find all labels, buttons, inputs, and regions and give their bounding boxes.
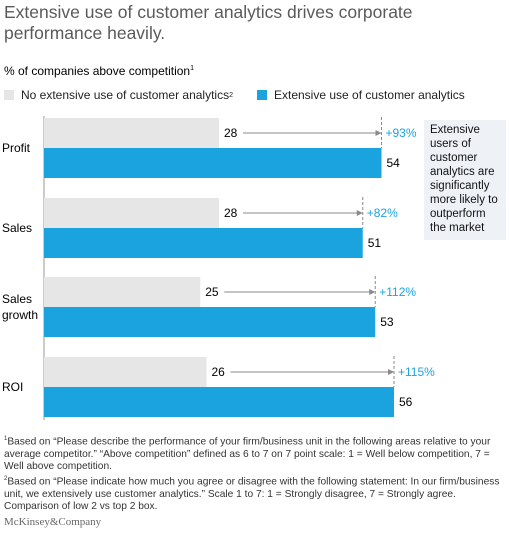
bar-no-extensive-roi — [44, 357, 207, 387]
brand-logo-text: McKinsey&Company — [4, 516, 102, 528]
legend-item-no-extensive: No extensive use of customer analytics 2 — [4, 88, 233, 102]
bar-extensive-sales-growth — [44, 307, 376, 337]
growth-label-sales: +82% — [367, 206, 398, 220]
value-label-no-extensive-roi: 26 — [212, 365, 226, 379]
legend-swatch-grey — [4, 90, 14, 100]
value-label-no-extensive-sales-growth: 25 — [205, 285, 219, 299]
footnote-1-mark: 1 — [4, 436, 8, 442]
growth-arrow-head-sales-growth — [369, 289, 376, 295]
legend-footnote-mark: 2 — [229, 91, 234, 99]
bar-extensive-sales — [44, 228, 363, 258]
growth-label-profit: +93% — [386, 126, 417, 140]
bar-extensive-profit — [44, 148, 382, 178]
bar-extensive-roi — [44, 387, 394, 417]
bar-no-extensive-sales — [44, 198, 219, 228]
bar-no-extensive-sales-growth — [44, 277, 201, 307]
value-label-extensive-profit: 54 — [387, 156, 401, 170]
chart-subtitle: % of companies above competition1 — [4, 64, 194, 78]
subtitle-text: % of companies above competition — [4, 64, 191, 78]
legend-label-no-extensive: No extensive use of customer analytics — [21, 88, 230, 102]
legend-item-extensive: Extensive use of customer analytics — [257, 88, 465, 102]
chart-title: Extensive use of customer analytics driv… — [4, 2, 413, 43]
footnote-2-text: Based on “Please indicate how much you a… — [4, 476, 500, 512]
legend-swatch-blue — [257, 90, 267, 100]
bar-no-extensive-profit — [44, 118, 219, 148]
value-label-no-extensive-profit: 28 — [224, 126, 238, 140]
value-label-extensive-sales: 51 — [368, 236, 382, 250]
footnote-2-mark: 2 — [4, 476, 8, 482]
growth-label-sales-growth: +112% — [379, 285, 416, 299]
category-label-sales-growth: Sales growth — [2, 292, 38, 322]
growth-label-roi: +115% — [398, 365, 435, 379]
growth-arrow-head-roi — [388, 369, 394, 375]
growth-arrow-head-profit — [375, 130, 382, 136]
value-label-extensive-sales-growth: 53 — [380, 315, 394, 329]
growth-arrow-head-sales — [356, 210, 363, 216]
legend-label-extensive: Extensive use of customer analytics — [274, 88, 465, 102]
category-label-roi: ROI — [2, 380, 23, 394]
footnote-1: 1Based on “Please describe the performan… — [4, 433, 504, 473]
category-label-profit: Profit — [2, 141, 31, 155]
value-label-no-extensive-sales: 28 — [224, 206, 238, 220]
footnotes: 1Based on “Please describe the performan… — [4, 433, 504, 513]
subtitle-footnote-mark: 1 — [190, 65, 195, 72]
category-label-sales: Sales — [2, 221, 32, 235]
footnote-2: 2Based on “Please indicate how much you … — [4, 473, 504, 513]
callout-box: Extensive users of customer analytics ar… — [424, 120, 506, 240]
value-label-extensive-roi: 56 — [399, 395, 413, 409]
footnote-1-text: Based on “Please describe the performanc… — [4, 436, 491, 472]
